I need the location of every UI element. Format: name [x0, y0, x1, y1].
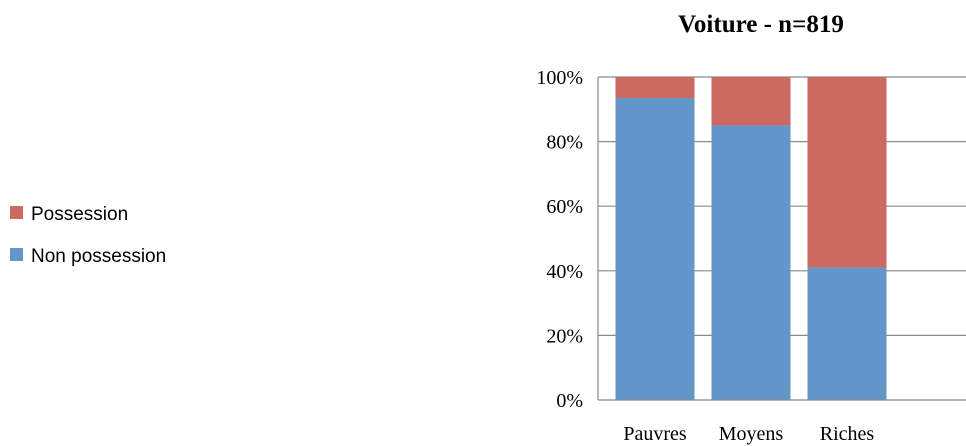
bar-possession-moyens — [711, 77, 791, 126]
bar-non-possession-pauvres — [615, 97, 695, 401]
x-tick-label: Pauvres — [623, 423, 687, 445]
bar-non-possession-riches — [807, 267, 887, 400]
y-tick-labels: 0% 20% 40% 60% 80% 100% — [536, 67, 583, 412]
x-tick-labels: Pauvres Moyens Riches — [623, 423, 874, 445]
legend: Possession Non possession — [10, 204, 166, 267]
x-tick-label: Moyens — [719, 423, 784, 445]
legend-label-possession: Possession — [31, 204, 128, 225]
bar-possession-pauvres — [615, 77, 695, 98]
legend-swatch-possession — [10, 206, 23, 219]
axes — [597, 77, 966, 401]
y-tick-label: 20% — [546, 325, 583, 347]
legend-item-possession: Possession — [10, 204, 128, 225]
bar-possession-riches — [807, 77, 887, 268]
legend-item-non-possession: Non possession — [10, 246, 166, 267]
bar-non-possession-moyens — [711, 125, 791, 400]
x-tick-label: Riches — [820, 423, 875, 445]
y-tick-label: 40% — [546, 261, 583, 283]
bars — [615, 77, 887, 401]
y-tick-label: 60% — [546, 196, 583, 218]
y-tick-label: 100% — [536, 67, 583, 89]
chart-title: Voiture - n=819 — [678, 11, 844, 38]
legend-swatch-non-possession — [10, 248, 23, 261]
y-tick-label: 0% — [556, 390, 583, 412]
y-tick-label: 80% — [546, 132, 583, 154]
legend-label-non-possession: Non possession — [31, 246, 166, 267]
